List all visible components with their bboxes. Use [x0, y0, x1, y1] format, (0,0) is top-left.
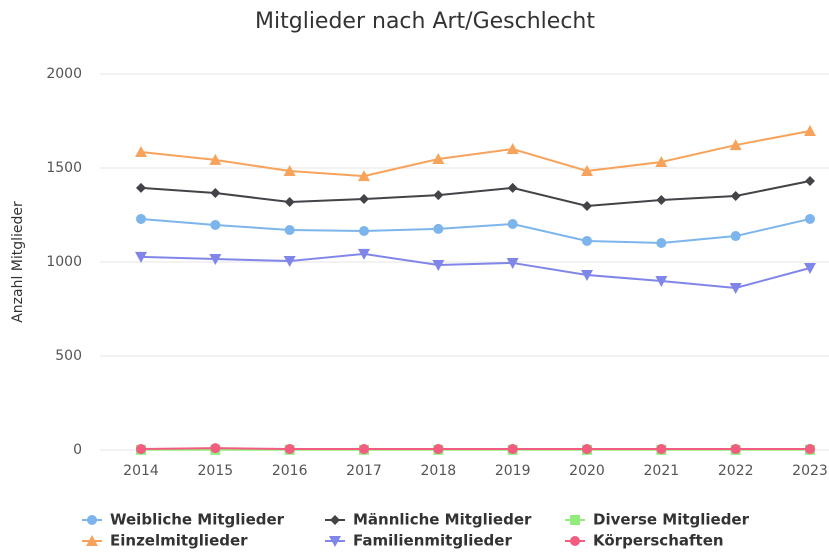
series-line — [140, 252, 811, 289]
legend-label: Männliche Mitglieder — [353, 511, 532, 529]
data-point — [655, 155, 668, 167]
data-point — [506, 257, 519, 269]
chart-title: Mitglieder nach Art/Geschlecht — [255, 9, 595, 34]
data-point — [210, 219, 221, 230]
x-tick-label: 2014 — [123, 463, 159, 479]
data-point — [433, 444, 444, 455]
data-point — [135, 146, 147, 158]
data-point — [805, 175, 815, 186]
data-point — [582, 235, 592, 246]
data-point — [358, 170, 370, 182]
data-point — [136, 182, 146, 193]
data-point — [283, 165, 296, 177]
data-point — [136, 444, 146, 455]
data-point — [284, 444, 295, 455]
data-point — [805, 444, 815, 455]
data-point — [359, 225, 369, 236]
x-tick-label: 2015 — [198, 463, 234, 479]
data-point — [581, 269, 593, 281]
data-point — [655, 275, 668, 287]
data-point — [804, 124, 816, 136]
legend-marker — [86, 535, 98, 546]
data-point — [432, 260, 445, 272]
series-line — [140, 217, 811, 245]
y-axis-label: Anzahl Mitglieder — [10, 201, 26, 323]
legend-label: Diverse Mitglieder — [593, 511, 750, 529]
data-point — [730, 191, 741, 202]
data-point — [656, 238, 667, 249]
data-point — [359, 444, 369, 455]
data-point — [359, 194, 369, 205]
data-point — [729, 282, 742, 294]
x-tick-label: 2022 — [718, 463, 754, 479]
data-point — [582, 200, 592, 211]
legend-label: Einzelmitglieder — [110, 532, 248, 550]
data-point — [358, 248, 370, 260]
series-line — [140, 179, 811, 207]
legend-marker — [330, 515, 340, 525]
legend-marker — [87, 515, 97, 525]
data-point — [433, 223, 444, 234]
series-line — [140, 447, 810, 451]
data-point — [804, 263, 816, 275]
data-point — [433, 190, 444, 201]
legend-marker — [329, 536, 341, 547]
data-point — [805, 213, 815, 224]
data-point — [582, 444, 592, 455]
data-point — [210, 188, 221, 199]
data-point — [284, 197, 295, 208]
x-tick-label: 2020 — [569, 463, 605, 479]
data-point — [507, 219, 518, 230]
x-tick-label: 2018 — [421, 463, 457, 479]
legend-marker — [570, 515, 580, 525]
y-tick-label: 1000 — [46, 254, 82, 270]
x-tick-label: 2021 — [644, 463, 680, 479]
data-point — [210, 443, 221, 454]
data-point — [507, 182, 518, 193]
data-point — [209, 153, 222, 165]
data-point — [729, 139, 742, 151]
data-point — [136, 213, 146, 224]
data-point — [209, 253, 222, 265]
legend-marker — [570, 536, 580, 546]
data-point — [135, 251, 147, 263]
y-tick-label: 500 — [55, 348, 82, 364]
y-tick-label: 0 — [73, 442, 82, 458]
legend-label: Körperschaften — [593, 532, 724, 550]
y-tick-label: 2000 — [46, 66, 82, 82]
data-point — [432, 152, 445, 164]
data-point — [656, 194, 667, 205]
data-point — [507, 444, 518, 455]
data-point — [283, 256, 296, 268]
legend-label: Weibliche Mitglieder — [110, 511, 285, 529]
x-tick-label: 2017 — [346, 463, 382, 479]
data-point — [730, 231, 741, 242]
x-tick-label: 2016 — [272, 463, 308, 479]
data-point — [506, 143, 519, 155]
data-point — [284, 225, 295, 236]
y-tick-label: 1500 — [46, 160, 82, 176]
legend-label: Familienmitglieder — [353, 532, 512, 550]
x-tick-label: 2019 — [495, 463, 531, 479]
series-line — [140, 129, 811, 178]
data-point — [581, 165, 593, 177]
x-tick-label: 2023 — [792, 463, 828, 479]
data-point — [656, 444, 667, 455]
data-point — [730, 444, 741, 455]
